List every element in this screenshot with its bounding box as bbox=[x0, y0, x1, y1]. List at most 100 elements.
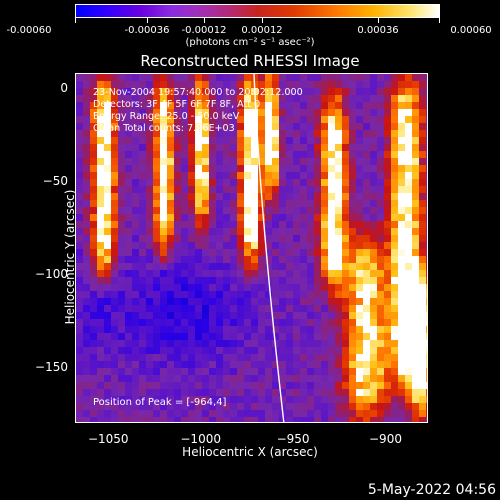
heatmap-cell bbox=[83, 228, 90, 235]
heatmap-cell bbox=[272, 298, 279, 305]
heatmap-cell bbox=[83, 256, 90, 263]
heatmap-cell bbox=[76, 354, 83, 361]
heatmap-cell bbox=[167, 298, 174, 305]
heatmap-cell bbox=[111, 389, 118, 396]
heatmap-cell bbox=[139, 221, 146, 228]
heatmap-cell bbox=[342, 333, 349, 340]
heatmap-cell bbox=[300, 193, 307, 200]
heatmap-cell bbox=[398, 179, 405, 186]
heatmap-cell bbox=[314, 249, 321, 256]
heatmap-cell bbox=[97, 172, 104, 179]
heatmap-cell bbox=[174, 74, 181, 81]
heatmap-cell bbox=[209, 186, 216, 193]
heatmap-cell bbox=[76, 375, 83, 382]
heatmap-cell bbox=[251, 172, 258, 179]
heatmap-cell bbox=[188, 368, 195, 375]
heatmap-cell bbox=[363, 200, 370, 207]
heatmap-cell bbox=[83, 305, 90, 312]
heatmap-cell bbox=[272, 235, 279, 242]
heatmap-cell bbox=[111, 179, 118, 186]
heatmap-cell bbox=[139, 242, 146, 249]
heatmap-cell bbox=[279, 130, 286, 137]
heatmap-cell bbox=[202, 375, 209, 382]
heatmap-cell bbox=[202, 389, 209, 396]
heatmap-cell bbox=[139, 263, 146, 270]
heatmap-cell bbox=[405, 235, 412, 242]
heatmap-cell bbox=[321, 158, 328, 165]
heatmap-cell bbox=[279, 354, 286, 361]
heatmap-cell bbox=[377, 228, 384, 235]
heatmap-cell bbox=[356, 403, 363, 410]
heatmap-cell bbox=[146, 305, 153, 312]
heatmap-cell bbox=[195, 81, 202, 88]
heatmap-cell bbox=[111, 263, 118, 270]
heatmap-cell bbox=[377, 284, 384, 291]
heatmap-cell bbox=[335, 319, 342, 326]
heatmap-cell bbox=[272, 214, 279, 221]
heatmap-cell bbox=[153, 81, 160, 88]
heatmap-cell bbox=[293, 389, 300, 396]
heatmap-cell bbox=[342, 284, 349, 291]
heatmap-cell bbox=[160, 396, 167, 403]
heatmap-cell bbox=[363, 81, 370, 88]
heatmap-cell bbox=[216, 151, 223, 158]
heatmap-cell bbox=[307, 179, 314, 186]
heatmap-cell bbox=[244, 88, 251, 95]
heatmap-cell bbox=[223, 74, 230, 81]
heatmap-cell bbox=[202, 74, 209, 81]
heatmap-cell bbox=[237, 270, 244, 277]
heatmap-cell bbox=[265, 172, 272, 179]
heatmap-cell bbox=[265, 368, 272, 375]
heatmap-cell bbox=[83, 417, 90, 422]
heatmap-cell bbox=[209, 389, 216, 396]
heatmap-cell bbox=[202, 137, 209, 144]
heatmap-cell bbox=[314, 277, 321, 284]
heatmap-cell bbox=[265, 417, 272, 422]
heatmap-cell bbox=[307, 396, 314, 403]
heatmap-cell bbox=[118, 81, 125, 88]
heatmap-cell bbox=[300, 256, 307, 263]
heatmap-cell bbox=[202, 151, 209, 158]
heatmap-cell bbox=[265, 179, 272, 186]
heatmap-cell bbox=[181, 403, 188, 410]
heatmap-cell bbox=[76, 137, 83, 144]
heatmap-cell bbox=[188, 74, 195, 81]
heatmap-cell bbox=[167, 368, 174, 375]
heatmap-cell bbox=[370, 382, 377, 389]
heatmap-cell bbox=[279, 109, 286, 116]
heatmap-cell bbox=[258, 368, 265, 375]
heatmap-cell bbox=[286, 333, 293, 340]
heatmap-cell bbox=[370, 172, 377, 179]
heatmap-cell bbox=[293, 137, 300, 144]
heatmap-cell bbox=[90, 417, 97, 422]
heatmap-cell bbox=[286, 116, 293, 123]
heatmap-cell bbox=[97, 291, 104, 298]
heatmap-cell bbox=[342, 151, 349, 158]
heatmap-cell bbox=[293, 305, 300, 312]
heatmap-cell bbox=[132, 123, 139, 130]
heatmap-cell bbox=[300, 123, 307, 130]
heatmap-cell bbox=[426, 95, 427, 102]
heatmap-cell bbox=[412, 256, 419, 263]
heatmap-cell bbox=[209, 298, 216, 305]
heatmap-cell bbox=[195, 88, 202, 95]
heatmap-cell bbox=[104, 263, 111, 270]
heatmap-cell bbox=[391, 298, 398, 305]
heatmap-cell bbox=[377, 172, 384, 179]
heatmap-cell bbox=[286, 417, 293, 422]
heatmap-cell bbox=[139, 284, 146, 291]
heatmap-cell bbox=[153, 403, 160, 410]
heatmap-cell bbox=[293, 312, 300, 319]
heatmap-cell bbox=[300, 263, 307, 270]
heatmap-cell bbox=[272, 88, 279, 95]
heatmap-cell bbox=[223, 256, 230, 263]
heatmap-cell bbox=[356, 333, 363, 340]
heatmap-cell bbox=[181, 361, 188, 368]
heatmap-cell bbox=[76, 130, 83, 137]
heatmap-cell bbox=[349, 172, 356, 179]
heatmap-cell bbox=[265, 116, 272, 123]
heatmap-cell bbox=[272, 74, 279, 81]
heatmap-cell bbox=[412, 158, 419, 165]
heatmap-cell bbox=[321, 263, 328, 270]
heatmap-cell bbox=[104, 375, 111, 382]
